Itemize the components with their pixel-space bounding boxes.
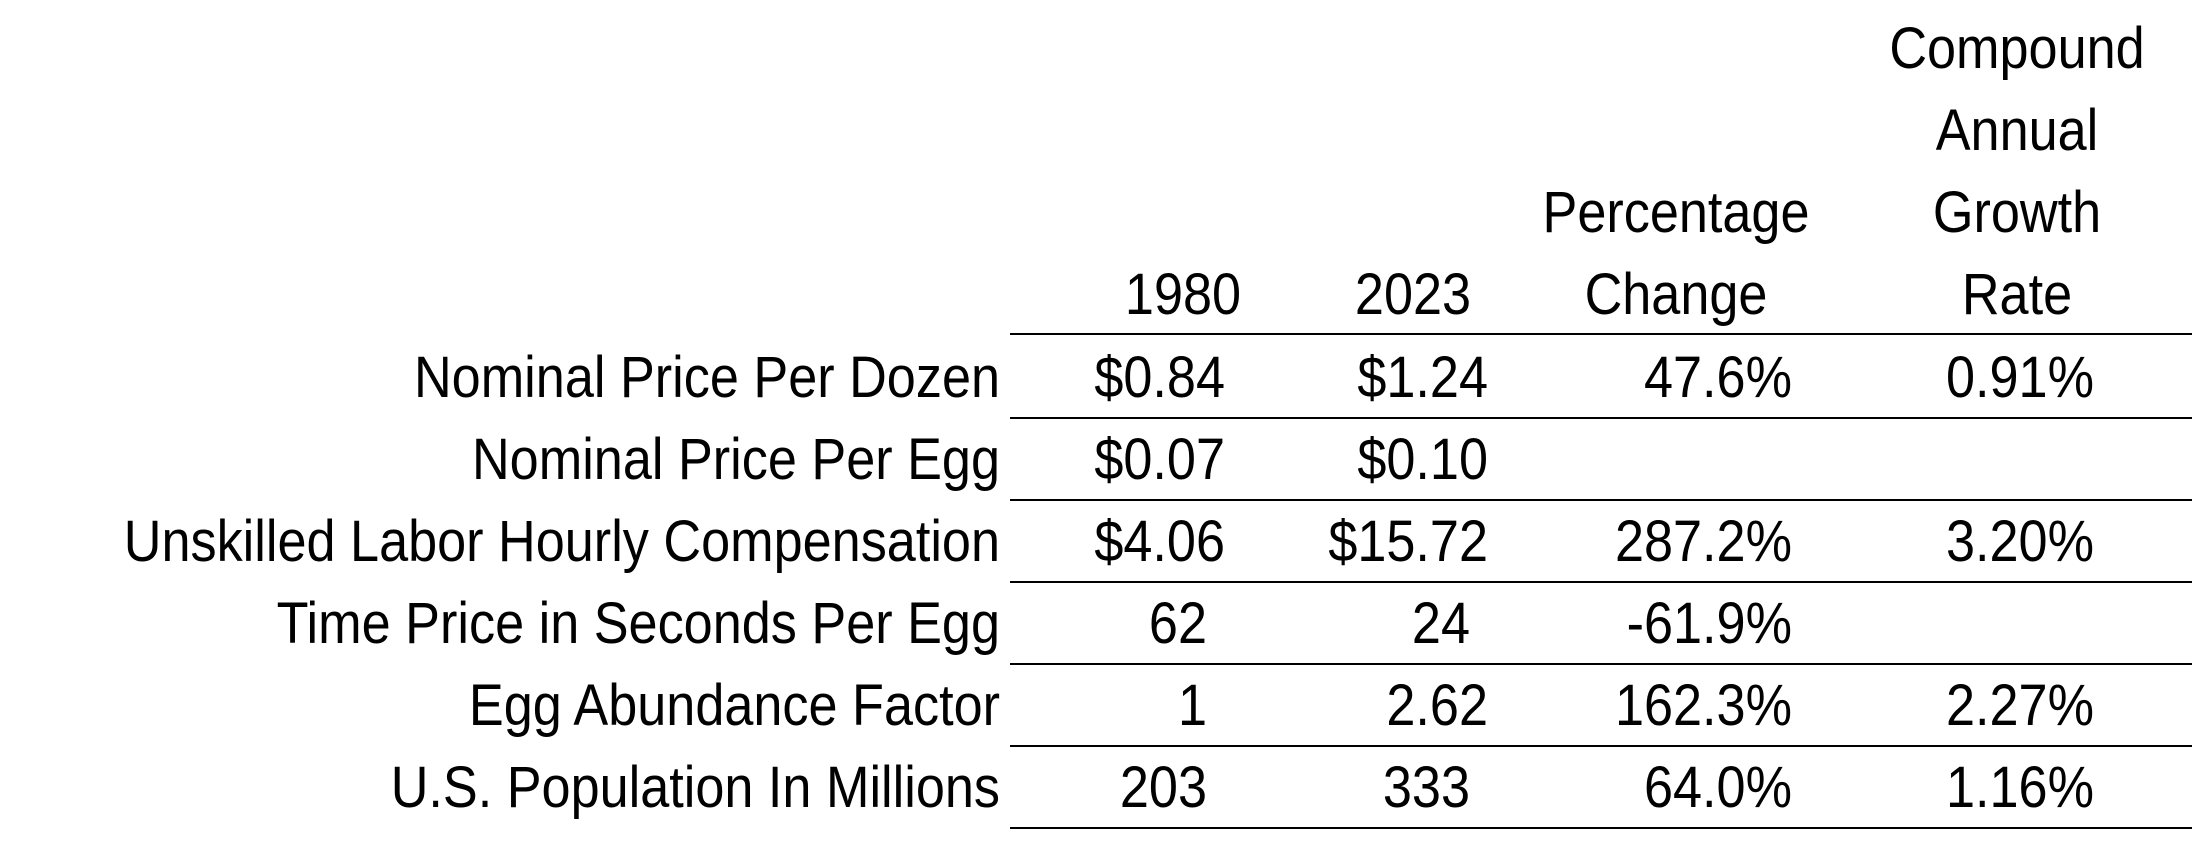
table-cell: 162.3% — [1614, 673, 1792, 738]
table-cell: 24 — [1411, 591, 1470, 656]
row-label: Time Price in Seconds Per Egg — [276, 591, 1000, 656]
column-header: Growth — [1932, 180, 2102, 245]
table-cell: 3.20% — [1945, 509, 2095, 574]
table-cell: -61.9% — [1626, 591, 1792, 656]
row-divider — [1010, 417, 2192, 419]
row-divider — [1010, 581, 2192, 583]
column-header: 2023 — [1354, 262, 1472, 327]
table-cell: $15.72 — [1328, 509, 1488, 574]
row-label: U.S. Population In Millions — [390, 755, 1001, 820]
table-cell: 62 — [1148, 591, 1207, 656]
table-cell: 203 — [1119, 755, 1207, 820]
column-header: Percentage — [1542, 180, 1810, 245]
row-divider — [1010, 499, 2192, 501]
table-cell: $0.10 — [1357, 427, 1488, 492]
table-cell: $0.84 — [1094, 345, 1225, 410]
table-cell: $4.06 — [1094, 509, 1225, 574]
column-header: Compound — [1889, 16, 2145, 81]
row-label: Egg Abundance Factor — [468, 673, 1000, 738]
table-cell: 0.91% — [1945, 345, 2095, 410]
table-cell: 2.27% — [1945, 673, 2095, 738]
table-cell: $1.24 — [1357, 345, 1488, 410]
table-cell: 1.16% — [1945, 755, 2095, 820]
column-header: Rate — [1961, 262, 2073, 327]
row-label: Nominal Price Per Egg — [471, 427, 1001, 492]
header-divider — [1010, 333, 2192, 335]
row-divider — [1010, 827, 2192, 829]
row-divider — [1010, 663, 2192, 665]
row-divider — [1010, 745, 2192, 747]
table-cell: $0.07 — [1094, 427, 1225, 492]
table-cell: 333 — [1382, 755, 1470, 820]
column-header: 1980 — [1124, 262, 1242, 327]
column-header: Change — [1584, 262, 1768, 327]
table-cell: 2.62 — [1386, 673, 1488, 738]
table-cell: 287.2% — [1614, 509, 1792, 574]
table-cell: 47.6% — [1643, 345, 1792, 410]
table-cell: 64.0% — [1643, 755, 1792, 820]
row-label: Unskilled Labor Hourly Compensation — [123, 509, 1000, 574]
table-cell: 1 — [1177, 673, 1207, 738]
row-label: Nominal Price Per Dozen — [413, 345, 1001, 410]
column-header: Annual — [1935, 98, 2099, 163]
